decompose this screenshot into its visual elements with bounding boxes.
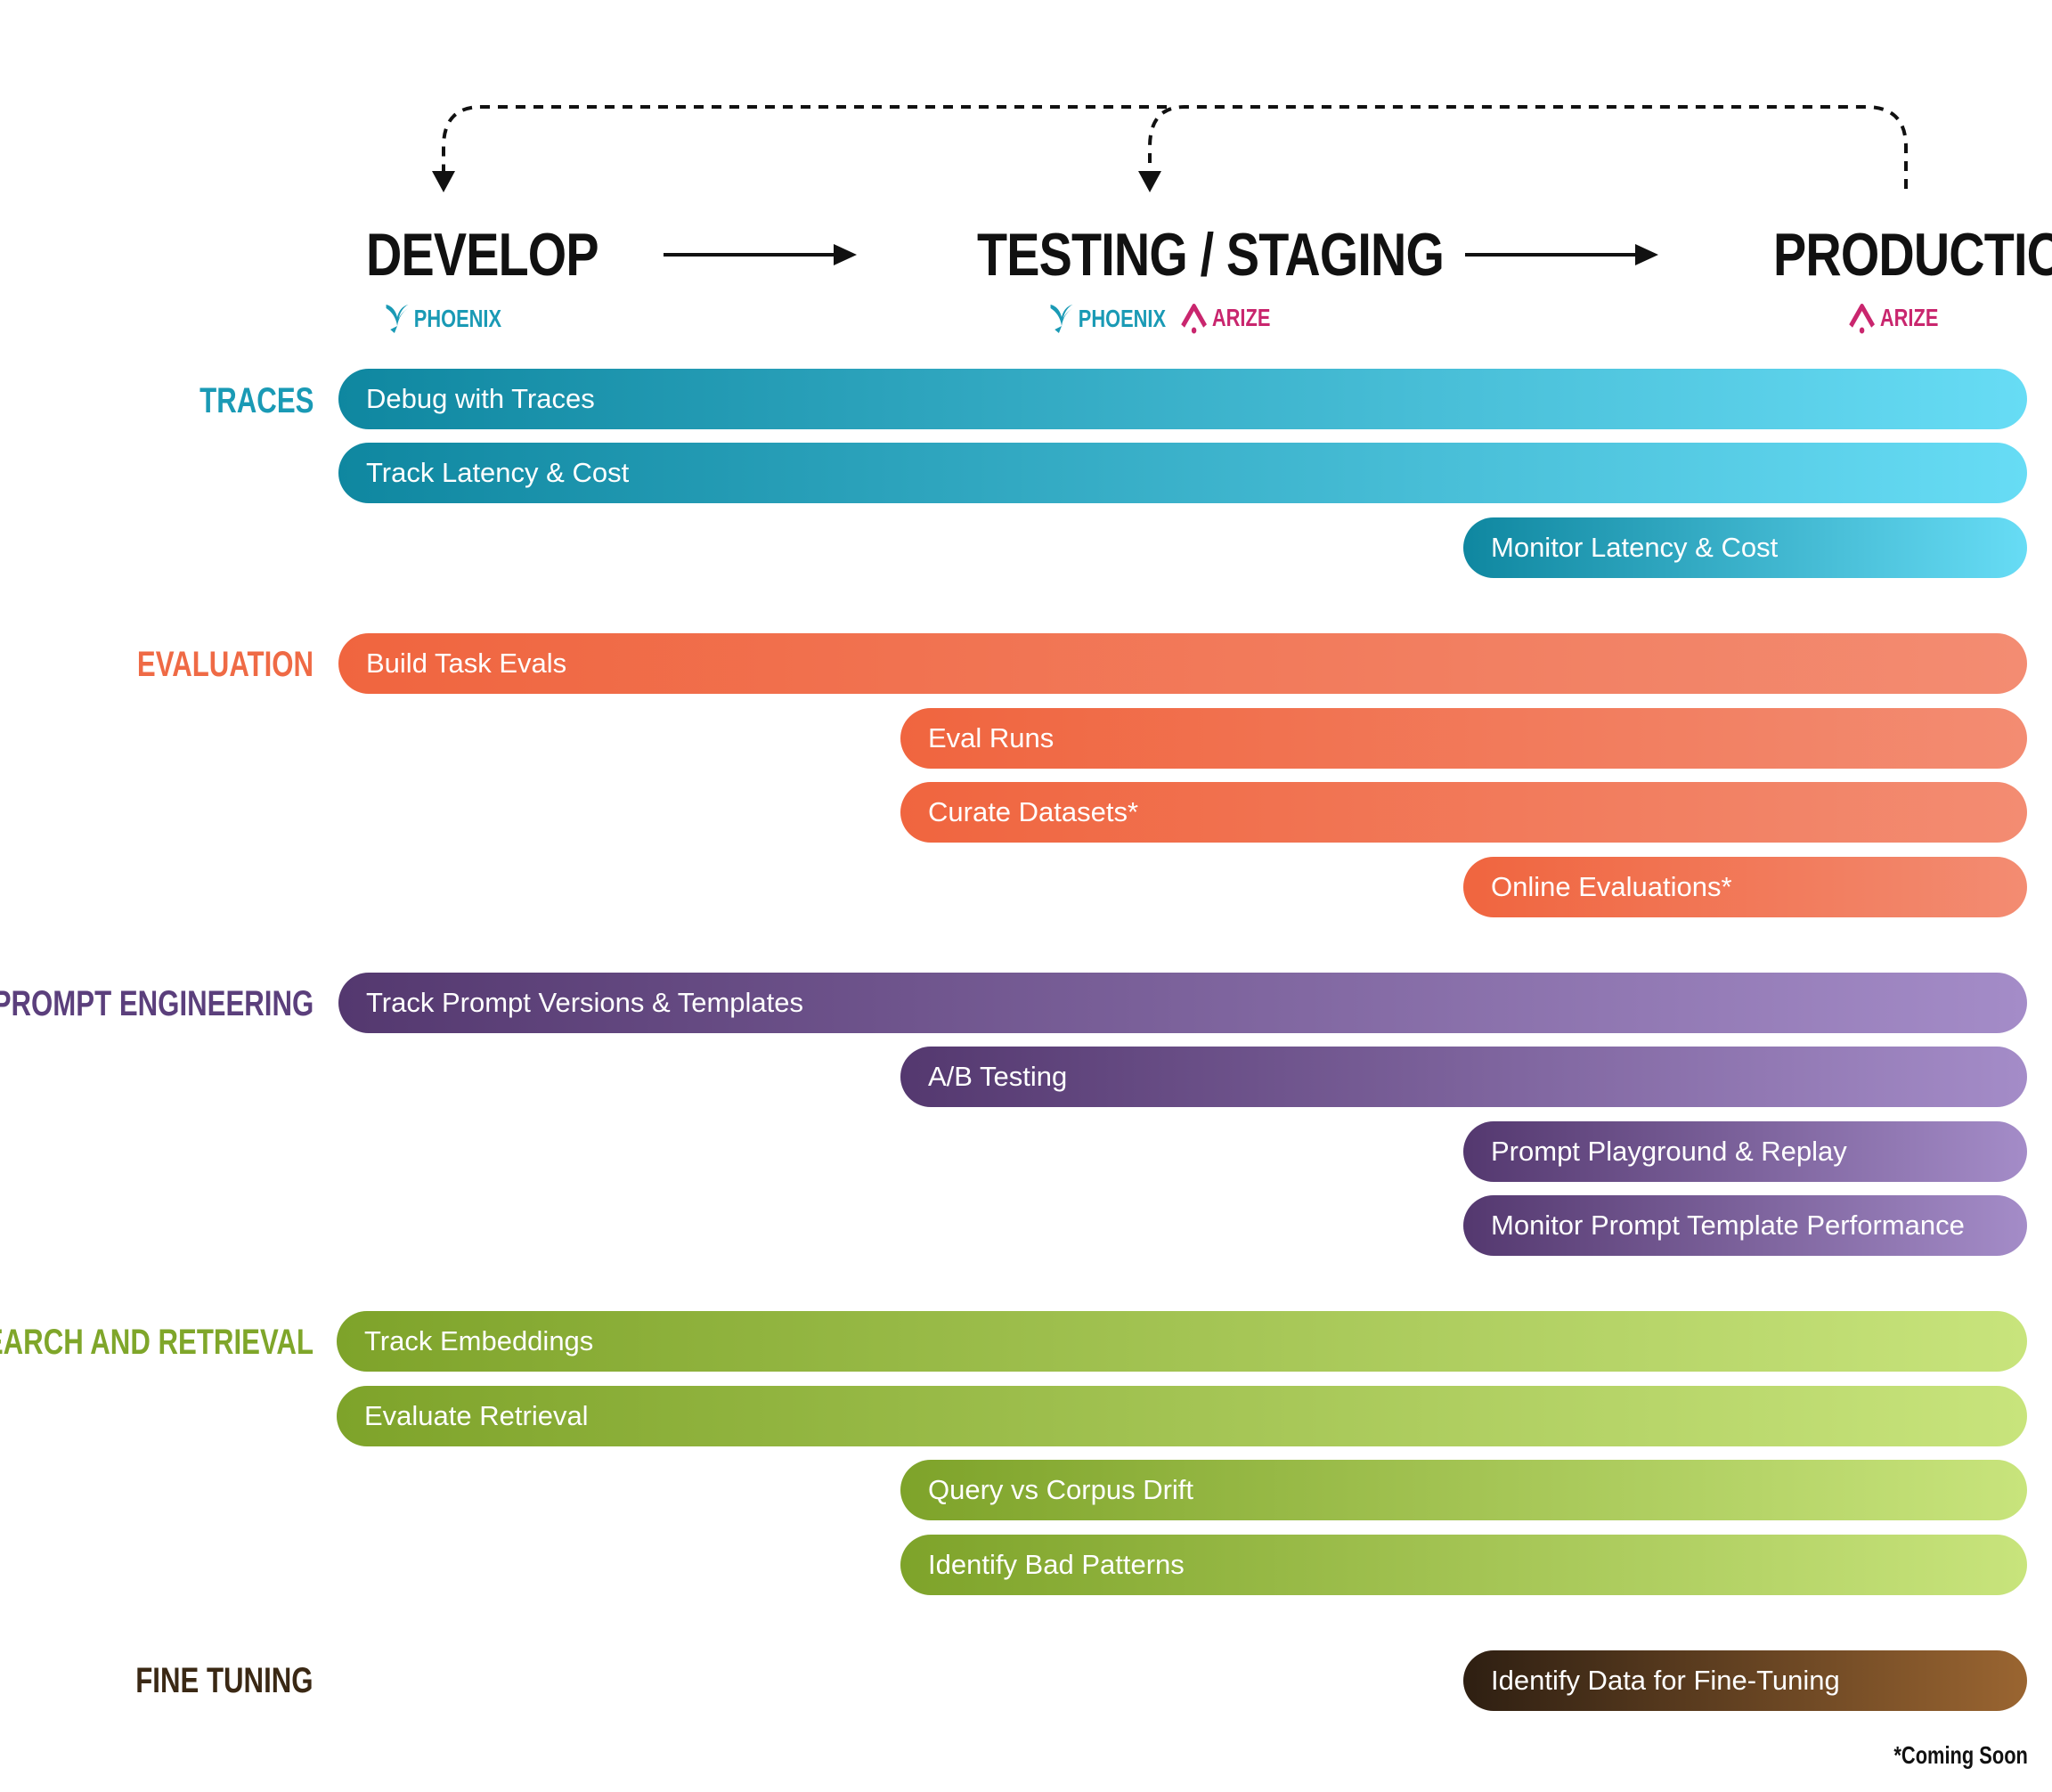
bar-label: Evaluate Retrieval	[364, 1400, 589, 1431]
bar-label: Debug with Traces	[366, 383, 595, 414]
develop-phoenix-label: PHOENIX	[413, 305, 502, 332]
coming-soon-footnote: *Coming Soon	[1893, 1741, 2028, 1769]
bar-label: Identify Data for Fine-Tuning	[1491, 1665, 1840, 1696]
testing-arize-logo: ARIZE	[1180, 301, 1270, 335]
bar-label: Track Embeddings	[364, 1325, 594, 1356]
bar-label: Curate Datasets*	[928, 796, 1139, 827]
bar-label: Monitor Latency & Cost	[1491, 532, 1779, 563]
develop-phoenix-logo: PHOENIX	[385, 303, 501, 335]
bar-label: Monitor Prompt Template Performance	[1491, 1210, 1965, 1241]
bar-debug-with-traces: Debug with Traces	[338, 369, 2027, 429]
bar-online-evaluations: Online Evaluations*	[1463, 857, 2027, 917]
category-search-retrieval-label: SEARCH AND RETRIEVAL	[0, 1323, 314, 1362]
testing-to-production-arrowhead	[1635, 244, 1658, 265]
stage-testing-title: TESTING / STAGING	[977, 221, 1445, 289]
bar-eval-runs: Eval Runs	[900, 708, 2027, 769]
bar-label: Build Task Evals	[366, 648, 567, 679]
category-fine-tuning-label: FINE TUNING	[135, 1661, 314, 1700]
loop-to-develop-arrowhead	[432, 171, 455, 192]
bar-label: Online Evaluations*	[1491, 871, 1732, 902]
phoenix-icon	[1050, 305, 1073, 333]
loop-to-testing-arrow	[1148, 105, 1908, 189]
bar-label: Track Prompt Versions & Templates	[366, 987, 804, 1018]
bar-label: A/B Testing	[928, 1061, 1068, 1092]
bar-ab-testing: A/B Testing	[900, 1047, 2027, 1107]
bar-track-embeddings: Track Embeddings	[337, 1311, 2027, 1372]
bar-identify-bad-patterns: Identify Bad Patterns	[900, 1535, 2027, 1595]
testing-arize-label: ARIZE	[1211, 304, 1271, 331]
production-arize-logo: ARIZE	[1848, 301, 1938, 335]
category-traces-label: TRACES	[199, 381, 314, 420]
bar-label: Query vs Corpus Drift	[928, 1474, 1194, 1505]
phoenix-icon	[386, 305, 409, 333]
loop-to-develop-arrow	[442, 105, 1167, 171]
develop-to-testing-arrowhead	[834, 244, 857, 265]
flow-arrows	[432, 105, 1908, 265]
bar-curate-datasets: Curate Datasets*	[900, 782, 2027, 843]
arize-icon	[1849, 304, 1875, 334]
bar-identify-data-fine-tuning: Identify Data for Fine-Tuning	[1463, 1650, 2027, 1711]
testing-phoenix-label: PHOENIX	[1078, 305, 1167, 332]
bar-build-task-evals: Build Task Evals	[338, 633, 2027, 694]
bar-label: Eval Runs	[928, 722, 1054, 753]
production-arize-label: ARIZE	[1879, 304, 1939, 331]
bar-evaluate-retrieval: Evaluate Retrieval	[337, 1386, 2027, 1446]
category-evaluation-label: EVALUATION	[136, 645, 314, 684]
testing-phoenix-logo: PHOENIX	[1049, 303, 1166, 335]
bar-track-prompt-versions: Track Prompt Versions & Templates	[338, 973, 2027, 1033]
bar-query-vs-corpus-drift: Query vs Corpus Drift	[900, 1460, 2027, 1520]
stage-production-title: PRODUCTION	[1773, 221, 2052, 289]
bar-label: Prompt Playground & Replay	[1491, 1136, 1847, 1167]
bar-track-latency-cost: Track Latency & Cost	[338, 443, 2027, 503]
bar-label: Track Latency & Cost	[366, 457, 630, 488]
bar-monitor-latency-cost: Monitor Latency & Cost	[1463, 517, 2027, 578]
bar-monitor-prompt-template: Monitor Prompt Template Performance	[1463, 1195, 2027, 1256]
arize-icon	[1181, 304, 1207, 334]
category-prompt-engineering-label: PROMPT ENGINEERING	[0, 984, 314, 1023]
bar-label: Identify Bad Patterns	[928, 1549, 1185, 1580]
loop-to-testing-arrowhead	[1138, 171, 1161, 192]
stage-develop-title: DEVELOP	[366, 221, 599, 289]
bar-prompt-playground: Prompt Playground & Replay	[1463, 1121, 2027, 1182]
